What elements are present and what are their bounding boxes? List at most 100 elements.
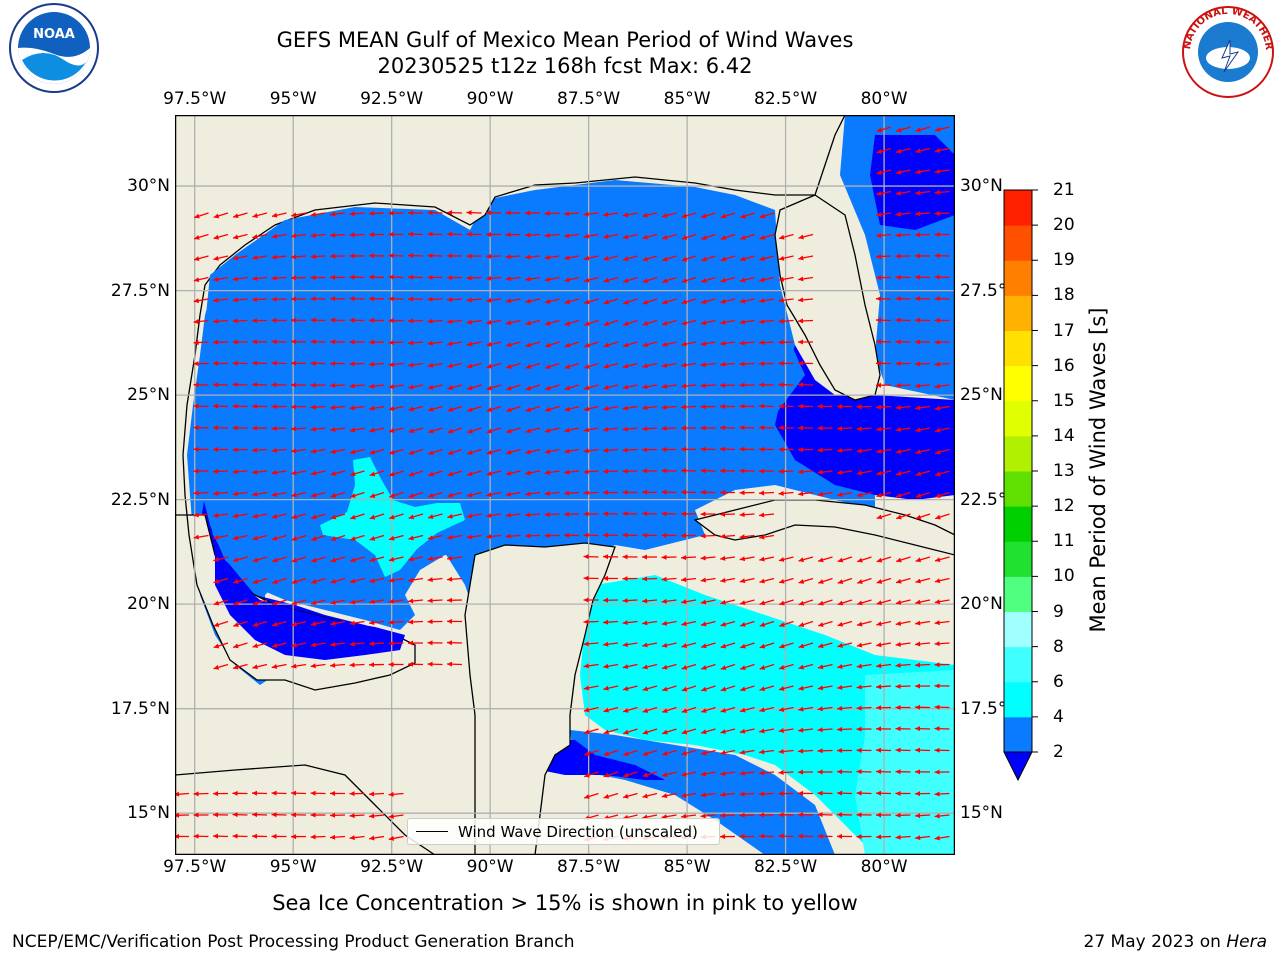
wind-wave-arrow xyxy=(291,577,307,584)
wind-wave-arrow xyxy=(778,318,794,324)
wind-wave-arrow xyxy=(719,489,736,495)
wind-wave-arrow xyxy=(935,491,950,498)
wind-wave-arrow xyxy=(251,833,268,839)
wind-wave-arrow xyxy=(350,534,365,541)
wind-wave-arrow xyxy=(642,598,658,604)
wind-wave-arrow xyxy=(798,663,814,670)
wind-wave-arrow xyxy=(876,599,892,606)
wind-wave-arrow xyxy=(661,576,677,582)
wind-wave-arrow xyxy=(446,210,463,216)
wind-wave-arrow xyxy=(545,362,560,369)
wind-wave-arrow xyxy=(681,383,697,389)
wind-wave-arrow xyxy=(739,319,755,325)
wind-wave-arrow xyxy=(212,403,229,409)
wind-wave-arrow xyxy=(193,812,209,818)
wind-wave-arrow xyxy=(505,491,521,497)
wind-wave-arrow xyxy=(798,685,814,691)
wind-wave-arrow xyxy=(895,491,911,498)
wind-wave-arrow xyxy=(290,339,307,345)
wind-wave-arrow xyxy=(525,384,541,391)
colorbar-segment xyxy=(1004,365,1032,402)
wind-wave-arrow xyxy=(758,791,775,797)
wind-wave-arrow xyxy=(836,790,853,796)
wind-wave-arrow xyxy=(564,298,580,305)
wind-wave-arrow xyxy=(817,642,833,649)
colorbar-segment xyxy=(1004,400,1032,437)
wind-wave-arrow xyxy=(232,556,248,563)
wind-wave-arrow xyxy=(368,791,385,797)
wind-wave-arrow xyxy=(310,448,326,454)
wind-wave-arrow xyxy=(271,447,287,453)
wind-wave-arrow xyxy=(232,790,248,796)
wind-wave-arrow xyxy=(915,835,931,841)
wind-wave-arrow xyxy=(329,790,346,796)
colorbar-tick-label: 17 xyxy=(1053,320,1075,341)
wind-wave-arrow xyxy=(622,642,638,648)
wind-wave-arrow xyxy=(641,532,658,538)
wind-wave-arrow xyxy=(212,812,229,818)
wind-wave-arrow xyxy=(271,642,287,648)
wind-wave-arrow xyxy=(895,405,911,410)
wind-wave-arrow xyxy=(290,360,307,366)
wind-wave-arrow xyxy=(622,620,638,626)
wind-wave-arrow xyxy=(408,577,424,583)
wind-wave-arrow xyxy=(193,340,209,346)
colorbar-tick-label: 12 xyxy=(1053,496,1075,517)
wind-wave-arrow xyxy=(446,275,463,281)
cyan-patch-west-caribbean xyxy=(855,670,955,855)
lat-tick-label: 15°N xyxy=(127,803,170,824)
colorbar-segment xyxy=(1004,541,1032,577)
wind-wave-arrow xyxy=(290,382,307,388)
wind-wave-arrow xyxy=(641,489,658,495)
wind-wave-arrow xyxy=(544,298,560,304)
wind-wave-arrow xyxy=(662,728,677,735)
wind-wave-arrow xyxy=(895,190,911,196)
wind-wave-arrow xyxy=(271,534,287,541)
wind-wave-arrow xyxy=(915,147,931,154)
wind-wave-arrow xyxy=(388,661,404,667)
wind-wave-arrow xyxy=(719,511,736,517)
wind-wave-arrow xyxy=(622,511,638,517)
wind-wave-arrow xyxy=(720,233,736,240)
wind-wave-arrow xyxy=(330,577,346,584)
wind-wave-arrow xyxy=(914,791,931,797)
wind-wave-arrow xyxy=(329,361,346,367)
wind-wave-arrow xyxy=(914,747,931,753)
wind-wave-arrow xyxy=(915,405,931,411)
wind-wave-arrow xyxy=(427,253,443,259)
wind-wave-arrow xyxy=(466,275,482,281)
wind-wave-arrow xyxy=(836,404,853,410)
wind-wave-arrow xyxy=(212,468,229,474)
wind-wave-arrow xyxy=(759,706,775,713)
wind-wave-arrow xyxy=(563,490,580,496)
wind-wave-arrow xyxy=(876,232,892,238)
coastal-dark-band-east xyxy=(775,345,955,500)
wind-wave-arrow xyxy=(486,341,502,347)
wind-wave-arrow xyxy=(291,599,307,606)
wind-wave-arrow xyxy=(583,448,599,454)
wind-wave-arrow xyxy=(389,470,404,477)
wind-wave-arrow xyxy=(720,319,736,325)
wind-wave-arrow xyxy=(875,726,892,732)
wind-wave-arrow xyxy=(875,253,892,259)
wind-wave-arrow xyxy=(700,404,716,410)
wind-wave-arrow xyxy=(193,319,209,325)
wind-wave-arrow xyxy=(194,212,209,219)
wind-wave-arrow xyxy=(914,813,931,819)
wind-wave-arrow xyxy=(856,404,872,410)
wind-wave-arrow xyxy=(193,361,209,367)
wind-wave-arrow xyxy=(856,747,872,753)
wind-wave-arrow xyxy=(622,598,638,604)
wind-wave-arrow xyxy=(408,491,424,498)
wind-wave-arrow xyxy=(700,620,716,627)
wind-wave-arrow xyxy=(330,534,346,541)
wind-wave-arrow xyxy=(661,341,677,347)
wind-wave-arrow xyxy=(232,276,248,282)
wind-wave-arrow xyxy=(661,489,677,495)
wind-wave-arrow xyxy=(856,812,872,818)
wind-wave-arrow xyxy=(291,470,307,476)
wind-wave-arrow xyxy=(291,663,307,669)
wind-wave-arrow xyxy=(485,210,502,216)
wind-wave-arrow xyxy=(681,319,697,326)
wind-wave-arrow xyxy=(836,769,853,775)
